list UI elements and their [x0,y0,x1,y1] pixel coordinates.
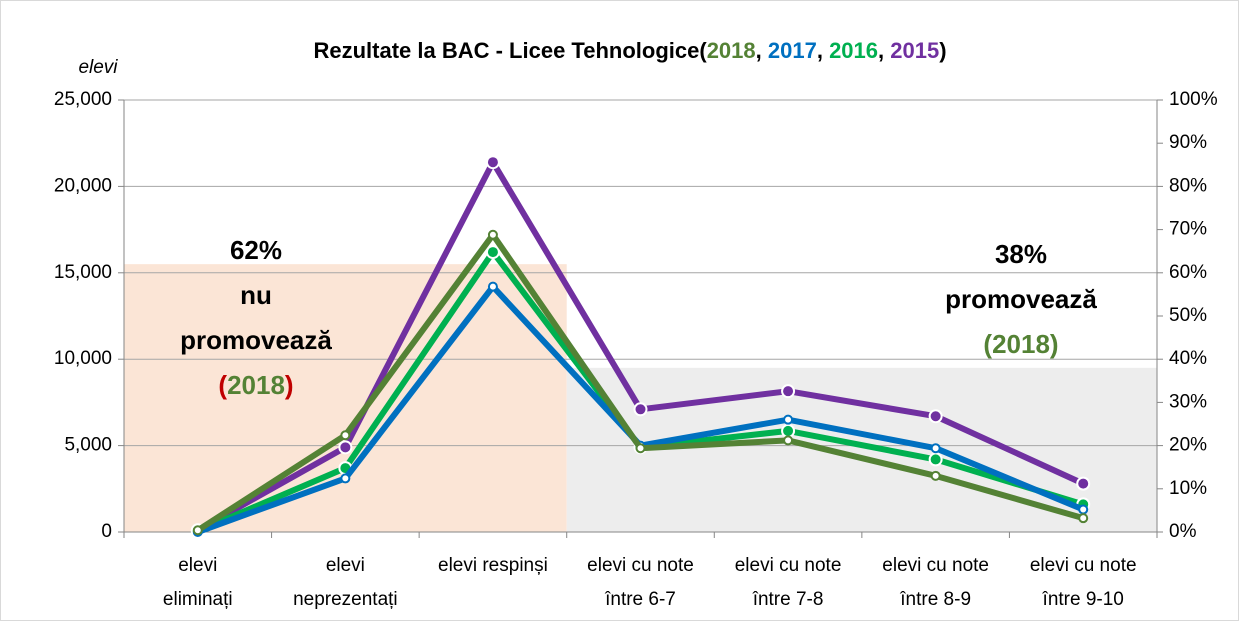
y2-tick-label: 60% [1169,262,1207,283]
y-tick-label: 10,000 [54,348,112,369]
region-year: (2018) [983,329,1058,359]
marker [485,245,500,260]
year: 2018 [992,329,1050,359]
y2-tick-label: 50% [1169,305,1207,326]
title-punct: ( [699,38,707,63]
paren: ( [218,370,227,400]
y2-tick-label: 30% [1169,391,1207,412]
y2-tick-label: 10% [1169,478,1207,499]
region-label: 38% [995,239,1047,269]
paren: ) [285,370,294,400]
year: 2018 [227,370,285,400]
y-tick-label: 0 [101,521,112,542]
title-punct: ) [939,38,946,63]
marker [1078,504,1089,515]
region [566,367,1157,532]
marker [928,452,943,467]
x-tick-label: eliminați [163,589,233,610]
y2-tick-label: 100% [1169,89,1218,110]
marker [338,440,353,455]
marker [1076,476,1091,491]
marker [930,470,941,481]
legend-entry: 2018 [707,38,756,63]
x-tick-label: între 8-9 [899,589,971,610]
marker [485,155,500,170]
region-year: (2018) [218,370,293,400]
grid: 0 5,000 10,000 15,000 20,000 25,000 0% 10% 20% 30… [54,89,1218,610]
x-tick-label: elevi respinși [438,555,548,576]
x-tick-label: neprezentați [293,589,398,610]
y2-tick-label: 90% [1169,132,1207,153]
y2-tick-label: 0% [1169,521,1197,542]
title-punct: , [817,38,829,63]
y2-tick-label: 20% [1169,435,1207,456]
x-tick-label: între 6-7 [604,589,676,610]
x-tick-label: elevi cu note [882,555,989,576]
title-punct: , [878,38,890,63]
paren: ( [983,329,992,359]
marker [340,473,351,484]
region-label: 62% [230,235,282,265]
marker [192,525,203,536]
marker [928,409,943,424]
title-punct: , [756,38,768,63]
regions [124,264,1157,532]
y-tick-label: 15,000 [54,262,112,283]
x-tick-label: între 9-10 [1042,589,1124,610]
x-tick-label: elevi [178,555,217,576]
y2-tick-label: 80% [1169,175,1207,196]
marker [487,281,498,292]
x-tick-label: între 7-8 [752,589,824,610]
marker [781,423,796,438]
marker [1078,513,1089,524]
x-tick-label: elevi cu note [735,555,842,576]
chart-title: Rezultate la BAC - Licee Tehnologice(201… [313,38,946,63]
region-note: nu [240,280,272,310]
region-note: promovează [945,284,1097,314]
marker [781,384,796,399]
marker [930,443,941,454]
y-axis-label: elevi [78,57,118,78]
x-tick-label: elevi [326,555,365,576]
marker [487,229,498,240]
legend-entry: 2016 [829,38,878,63]
marker [635,443,646,454]
y2-tick-label: 70% [1169,219,1207,240]
x-tick-label: elevi cu note [587,555,694,576]
y-tick-label: 25,000 [54,89,112,110]
legend-entry: 2017 [768,38,817,63]
y-tick-label: 5,000 [64,435,112,456]
y2-tick-label: 40% [1169,348,1207,369]
region-note: promovează [180,325,332,355]
y-tick-label: 20,000 [54,175,112,196]
marker [340,430,351,441]
lines [190,155,1091,539]
title-text: Rezultate la BAC - Licee Tehnologice [313,38,699,63]
legend-entry: 2015 [890,38,939,63]
marker [783,435,794,446]
marker [633,402,648,417]
paren: ) [1050,329,1059,359]
x-tick-label: elevi cu note [1030,555,1137,576]
region [124,264,567,532]
marker [783,414,794,425]
